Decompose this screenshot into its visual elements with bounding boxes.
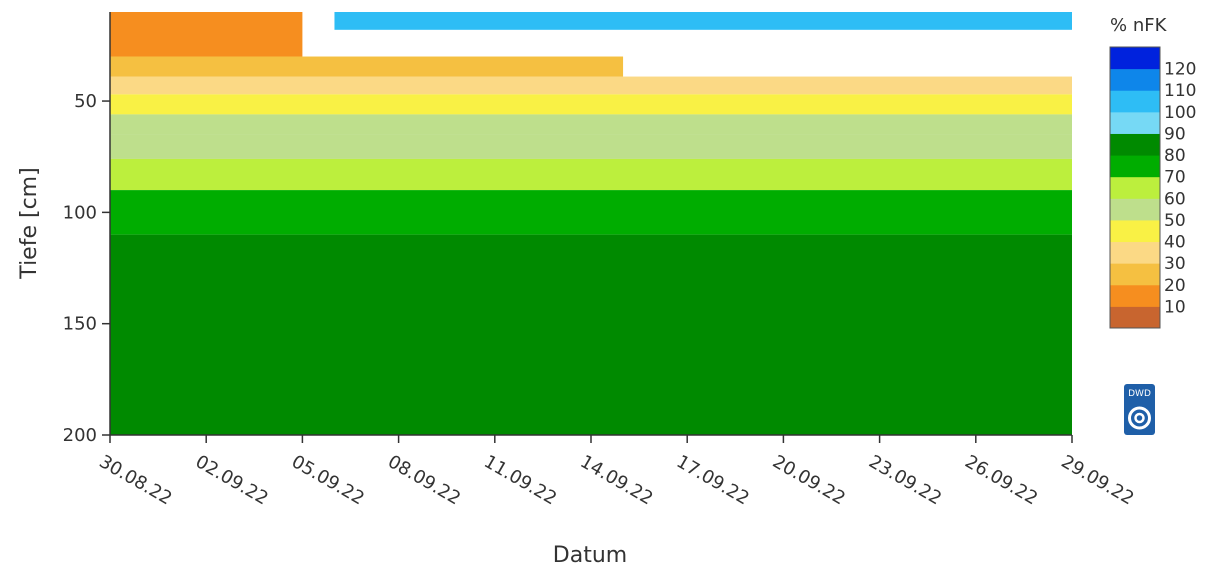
heatmap-cell	[110, 114, 1072, 135]
colorbar-label: 80	[1164, 146, 1186, 166]
colorbar-swatch	[1110, 111, 1160, 134]
colorbar-title: % nFK	[1110, 15, 1168, 36]
colorbar-swatch	[1110, 155, 1160, 178]
x-tick-label: 23.09.22	[865, 451, 945, 509]
y-axis-title: Tiefe [cm]	[17, 167, 42, 279]
x-tick-label: 05.09.22	[288, 451, 368, 509]
x-tick-label: 11.09.22	[480, 451, 560, 509]
x-tick-label: 08.09.22	[384, 451, 464, 509]
colorbar-swatch	[1110, 90, 1160, 113]
colorbar-swatch	[1110, 198, 1160, 221]
colorbar-frame	[1109, 46, 1161, 329]
x-axis: 30.08.22 02.09.22 05.09.22 08.09.22 11.09.22…	[96, 434, 1138, 509]
x-axis-title: Datum	[553, 543, 627, 567]
colorbar-label: 70	[1164, 168, 1186, 188]
dwd-logo: DWD	[1124, 384, 1155, 435]
colorbar-swatch	[1110, 176, 1160, 199]
x-tick-label: 02.09.22	[192, 451, 272, 509]
heatmap-cell	[110, 158, 1072, 191]
heatmap-cell	[110, 56, 624, 77]
colorbar-swatch	[1110, 306, 1160, 329]
heatmap-cell	[334, 12, 1072, 30]
colorbar-label: 60	[1164, 189, 1186, 209]
plot-area	[110, 12, 1072, 435]
x-tick-label: 20.09.22	[769, 451, 849, 509]
colorbar-label: 50	[1164, 211, 1186, 231]
x-tick-label: 14.09.22	[577, 451, 657, 509]
y-tick-label: 150	[63, 314, 97, 335]
colorbar-swatch	[1110, 133, 1160, 156]
x-tick-label: 29.09.22	[1058, 451, 1138, 509]
heatmap-cell	[110, 190, 1072, 235]
colorbar-swatch	[1110, 263, 1160, 286]
x-tick-label: 30.08.22	[96, 451, 176, 509]
x-tick-label: 26.09.22	[961, 451, 1041, 509]
heatmap-cell	[110, 12, 303, 57]
colorbar-swatch	[1110, 241, 1160, 264]
heatmap-cell	[110, 234, 1072, 435]
colorbar-swatch	[1110, 68, 1160, 91]
colorbar-label: 120	[1164, 60, 1196, 80]
colorbar-label: 30	[1164, 254, 1186, 274]
y-axis: 50 100 150 200	[63, 12, 111, 446]
y-tick-label: 50	[74, 91, 97, 112]
y-tick-label: 100	[63, 202, 97, 223]
colorbar-swatch	[1110, 284, 1160, 307]
heatmap-cell	[110, 94, 1072, 115]
y-tick-label: 200	[63, 425, 97, 446]
svg-text:DWD: DWD	[1128, 389, 1151, 399]
colorbar-label: 100	[1164, 103, 1196, 123]
colorbar-swatch	[1110, 219, 1160, 243]
heatmap-cell	[110, 76, 1072, 95]
colorbar-swatch	[1110, 47, 1160, 70]
colorbar-label: 40	[1164, 233, 1186, 253]
colorbar-label: 110	[1164, 81, 1196, 101]
heatmap-cell	[110, 134, 1072, 159]
colorbar-label: 10	[1164, 297, 1186, 317]
x-tick-label: 17.09.22	[673, 451, 753, 509]
colorbar-label: 20	[1164, 276, 1186, 296]
colorbar-label: 90	[1164, 124, 1186, 144]
